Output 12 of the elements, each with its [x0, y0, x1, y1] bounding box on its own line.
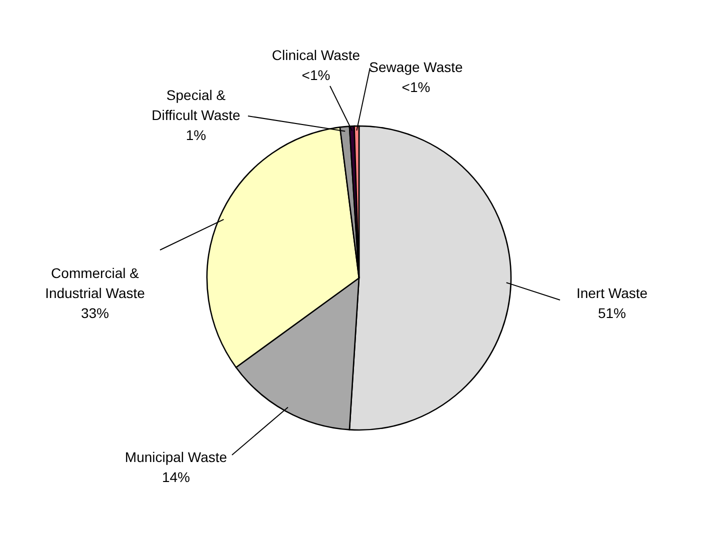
slice-label: Municipal Waste: [124, 449, 228, 465]
data-label: 14%: [162, 469, 190, 485]
slice-label: Clinical Waste: [272, 47, 360, 63]
slice-label: Inert Waste: [576, 285, 648, 301]
data-label: <1%: [302, 67, 330, 83]
data-label: <1%: [402, 79, 430, 95]
slice-label: Commercial & Industrial Waste: [45, 265, 146, 301]
slice-label: Special & Difficult Waste: [152, 87, 241, 123]
data-label: 1%: [186, 127, 206, 143]
slice-label: Sewage Waste: [369, 59, 464, 75]
data-label: 51%: [598, 305, 626, 321]
data-label: 33%: [80, 305, 110, 321]
